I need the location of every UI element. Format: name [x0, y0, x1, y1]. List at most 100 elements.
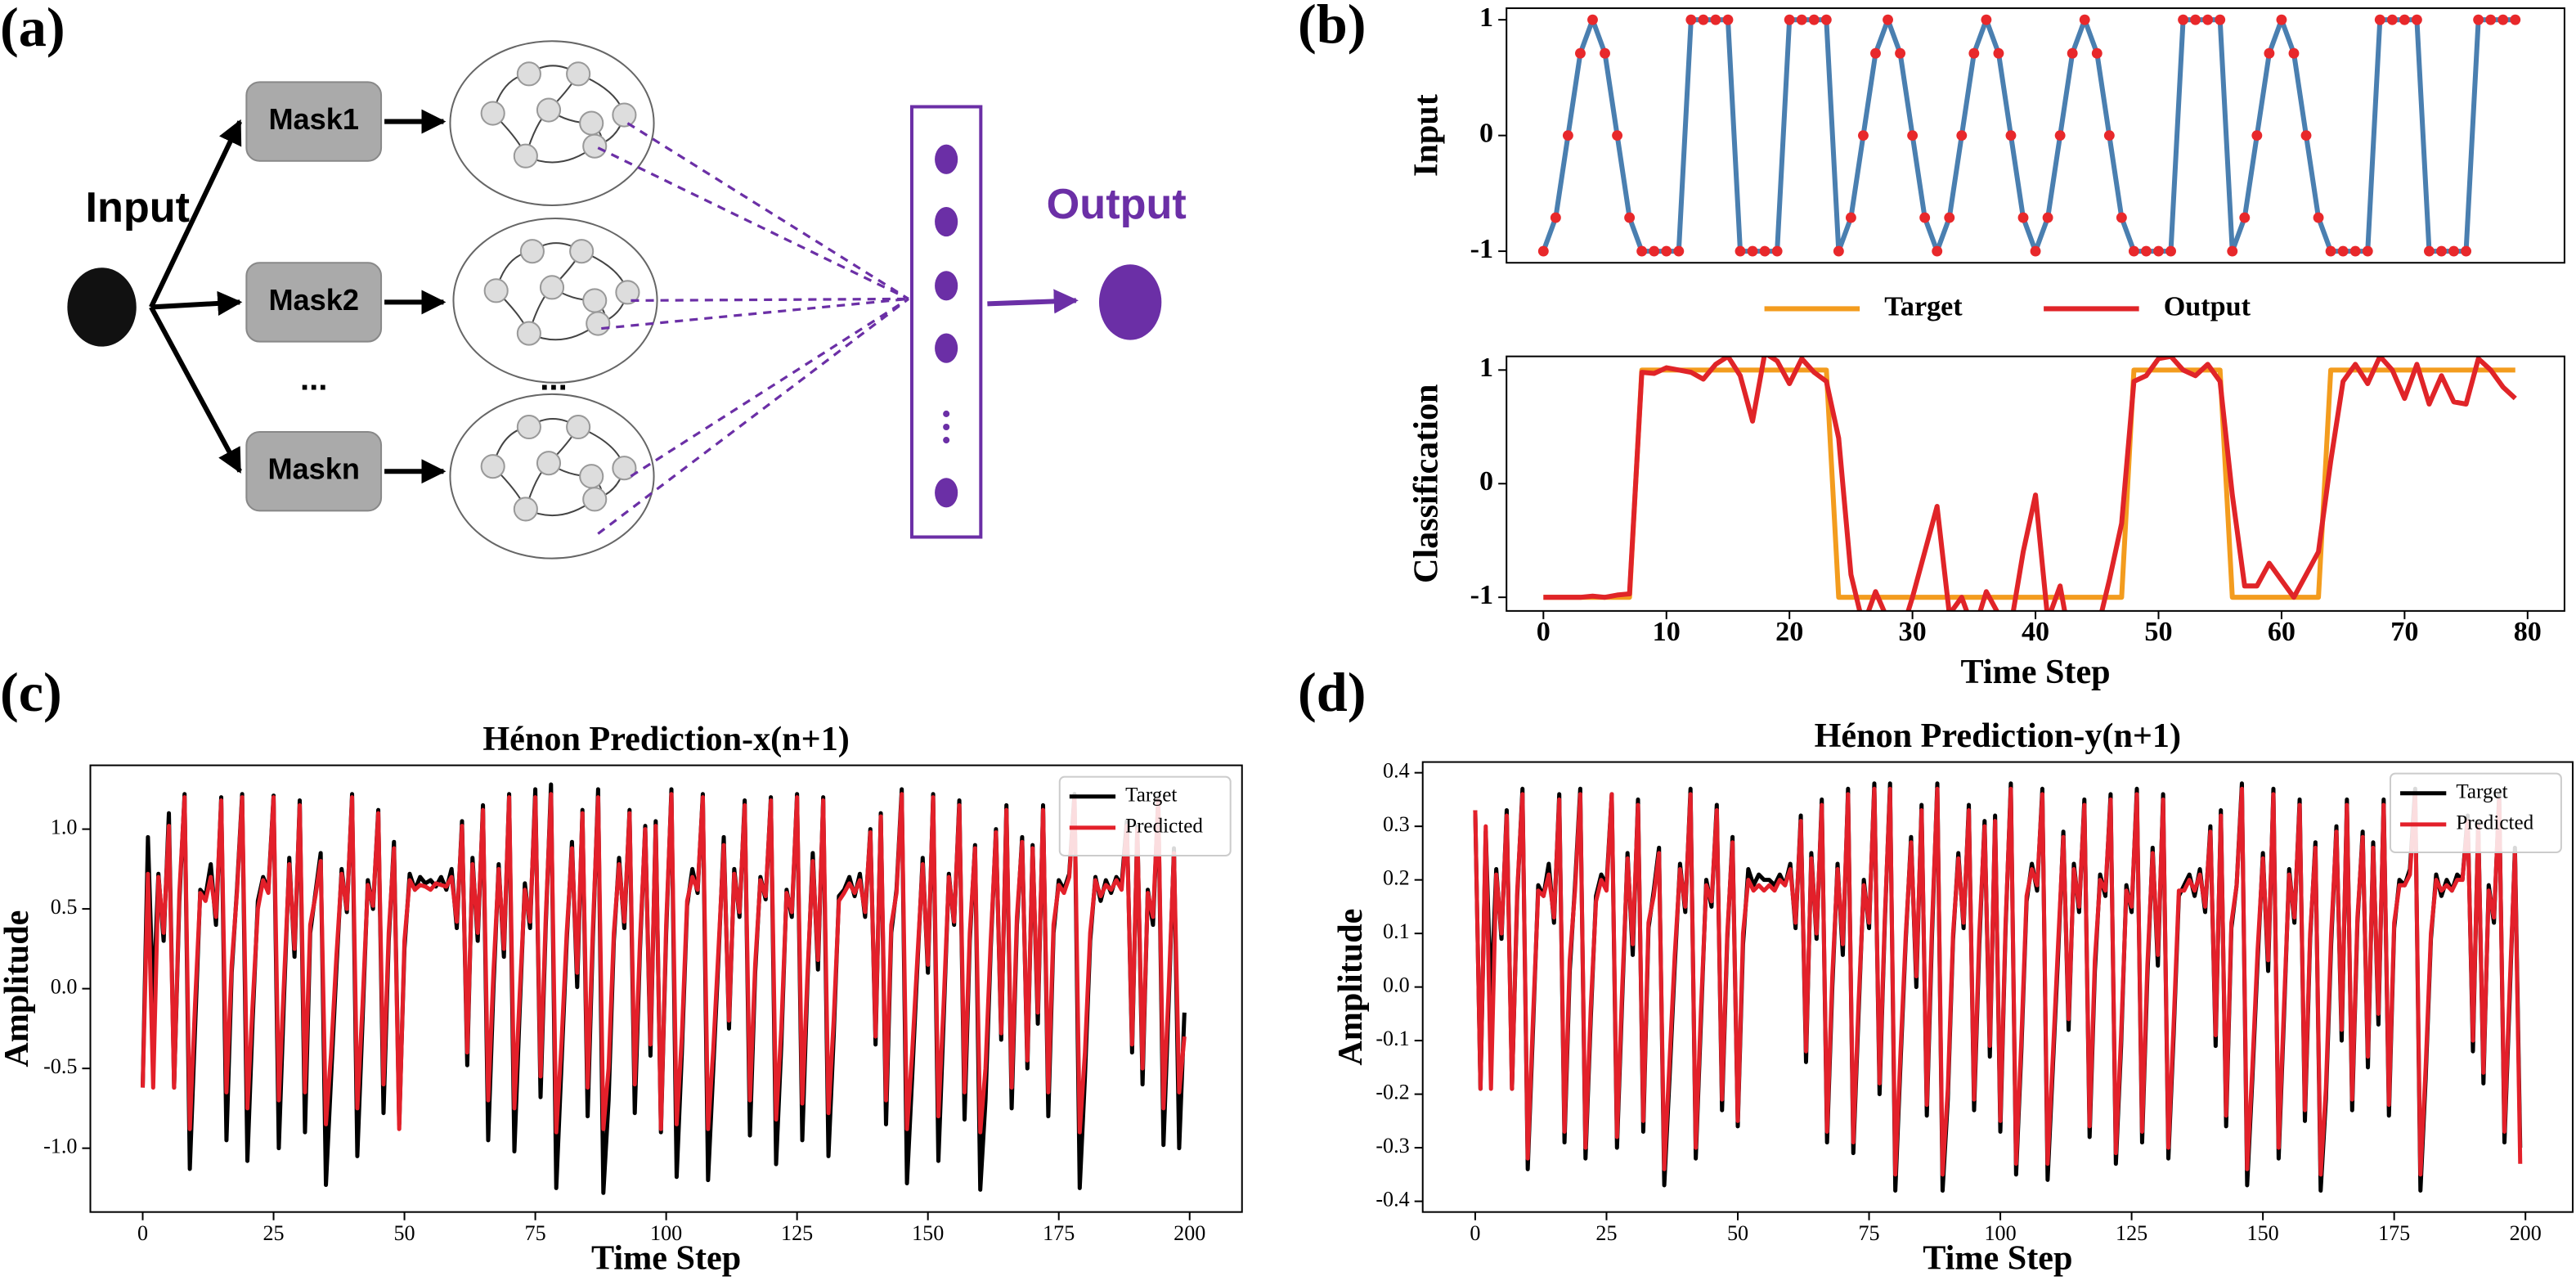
series-line [1543, 367, 2515, 600]
data-point [1907, 130, 1919, 142]
x-tick-label: 150 [912, 1221, 944, 1245]
data-point [2300, 130, 2312, 142]
x-tick-label: 20 [1775, 617, 1803, 647]
x-axis-label: Time Step [1923, 1239, 2072, 1278]
y-axis-label: Amplitude [1331, 909, 1370, 1066]
input-node [67, 267, 137, 347]
readout-nodes [935, 144, 958, 508]
data-point [2116, 212, 2127, 223]
data-point [2153, 245, 2164, 257]
y-tick-label: 1 [1479, 353, 1493, 383]
data-point [2411, 14, 2422, 25]
x-tick-label: 25 [263, 1221, 284, 1245]
data-point [1808, 14, 1820, 25]
data-point [2288, 47, 2300, 59]
data-point [1710, 14, 1721, 25]
data-point [2215, 14, 2226, 25]
x-tick-label: 0 [1470, 1221, 1480, 1245]
diagram-panel: (a) Input Mask1 Mask2 Maskn ... ... Outp… [0, 0, 1187, 560]
legend-label: Target [2456, 780, 2507, 802]
data-point [1537, 245, 1549, 257]
data-point [2005, 130, 2017, 142]
data-point [2399, 14, 2410, 25]
data-point [1968, 47, 1980, 59]
readout-links [597, 122, 909, 535]
x-tick-label: 100 [1984, 1221, 2016, 1245]
data-point [2054, 130, 2066, 142]
data-point [1870, 47, 1881, 59]
data-point [1993, 47, 2004, 59]
series-line [1543, 356, 2517, 611]
data-point [1624, 212, 1636, 223]
data-point [1612, 130, 1623, 142]
data-point [2251, 130, 2263, 142]
data-point [2374, 14, 2385, 25]
data-point [1550, 212, 1561, 223]
data-point [1883, 14, 1893, 25]
x-tick-label: 175 [2378, 1221, 2410, 1245]
y-tick-label: 0 [1479, 118, 1493, 148]
x-tick-label: 60 [2268, 617, 2296, 647]
data-point [2337, 245, 2349, 257]
y-tick-label: -1 [1470, 580, 1493, 610]
data-point [2165, 245, 2176, 257]
data-point [1932, 245, 1943, 257]
mask-box [245, 262, 383, 343]
panel-label: (a) [0, 0, 65, 58]
y-tick-label: -0.5 [43, 1054, 77, 1078]
x-tick-label: 10 [1653, 617, 1681, 647]
x-tick-label: 150 [2247, 1221, 2279, 1245]
data-point [1735, 245, 1746, 257]
y-tick-label: -0.2 [1376, 1081, 1409, 1104]
y-tick-label: 0.3 [1383, 812, 1410, 836]
y-tick-label: -0.4 [1376, 1188, 1409, 1211]
data-point [2030, 245, 2041, 257]
y-tick-label: 0.0 [51, 975, 78, 999]
plot-frame [1506, 7, 2565, 264]
x-axis-label: Time Step [591, 1239, 741, 1278]
output-node [1098, 264, 1162, 340]
y-tick-label: -0.1 [1376, 1027, 1409, 1050]
data-point [1820, 14, 1832, 25]
legend-label: Predicted [2456, 812, 2533, 834]
data-point [1575, 47, 1586, 59]
y-axis-label: Classification [1407, 384, 1445, 584]
data-point [2349, 245, 2361, 257]
data-point [2276, 14, 2287, 25]
panel-label: (c) [0, 661, 62, 723]
y-tick-label: 0.2 [1383, 866, 1410, 890]
x-tick-label: 75 [525, 1221, 546, 1245]
data-point [1636, 245, 1648, 257]
data-point [2190, 14, 2201, 25]
legend-label: Predicted [1125, 816, 1203, 838]
data-point [2313, 212, 2324, 223]
legend-label: Target [1884, 291, 1963, 321]
mask-label: Mask1 [268, 102, 359, 136]
panel-label: (b) [1298, 0, 1366, 55]
x-tick-label: 125 [781, 1221, 813, 1245]
data-point [1796, 14, 1807, 25]
readout-layer [909, 105, 983, 539]
input-label: Input [85, 184, 190, 231]
x-tick-label: 50 [394, 1221, 415, 1245]
mask-label: Maskn [267, 452, 359, 486]
data-point [1747, 245, 1758, 257]
data-point [2510, 14, 2521, 25]
x-axis-label: Time Step [1960, 653, 2110, 691]
x-tick-label: 100 [650, 1221, 682, 1245]
panel-label: (d) [1298, 661, 1366, 723]
legend-label: Output [2164, 291, 2251, 321]
mask-label: Mask2 [268, 283, 359, 317]
plot-frame [1421, 761, 2574, 1213]
data-point [1759, 245, 1770, 257]
data-point [2042, 212, 2053, 223]
reservoir [449, 393, 655, 560]
reservoir [452, 218, 658, 384]
data-point [2079, 14, 2090, 25]
data-point [1944, 212, 1955, 223]
data-point [1698, 14, 1709, 25]
x-tick-label: 125 [2116, 1221, 2147, 1245]
data-point [1562, 130, 1573, 142]
